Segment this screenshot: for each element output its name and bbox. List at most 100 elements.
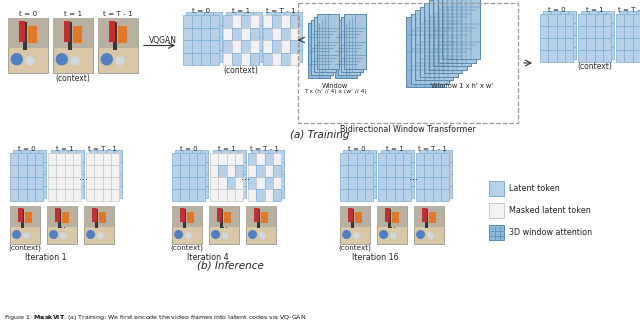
Bar (213, 12, 222, 25)
Bar (311, 20, 333, 75)
Bar (102, 153, 111, 165)
Bar (232, 28, 241, 40)
Bar (76, 162, 84, 174)
Bar (424, 153, 433, 165)
Text: t = 1: t = 1 (56, 146, 74, 152)
Bar (578, 14, 586, 26)
Bar (419, 162, 428, 174)
Bar (308, 23, 330, 78)
Text: (context): (context) (8, 245, 42, 251)
Bar (56, 189, 65, 201)
Bar (51, 174, 60, 186)
Bar (10, 189, 19, 201)
Bar (263, 40, 272, 52)
Bar (13, 150, 21, 162)
Text: T x (h' // 4) x (w' // 4): T x (h' // 4) x (w' // 4) (303, 90, 366, 94)
Bar (210, 153, 218, 165)
Bar (86, 165, 94, 177)
Circle shape (380, 231, 387, 238)
Bar (598, 11, 605, 23)
Bar (226, 25, 235, 37)
Text: t = 0: t = 0 (348, 146, 365, 152)
Bar (111, 153, 119, 165)
Circle shape (56, 54, 67, 65)
Bar (290, 52, 299, 65)
Text: (context): (context) (171, 245, 204, 251)
Bar (284, 37, 293, 50)
Bar (548, 14, 557, 26)
Bar (253, 50, 262, 62)
Bar (414, 206, 444, 244)
Bar (210, 177, 218, 189)
Bar (13, 174, 21, 186)
Bar (540, 26, 548, 38)
Bar (76, 174, 84, 186)
Bar (397, 174, 406, 186)
Circle shape (71, 57, 79, 65)
Bar (97, 174, 106, 186)
Bar (268, 150, 276, 162)
Bar (192, 28, 201, 40)
Bar (172, 153, 180, 165)
Bar (26, 165, 35, 177)
Bar (8, 18, 48, 73)
Bar (387, 189, 394, 201)
Bar (264, 153, 273, 165)
Bar (114, 186, 122, 198)
Circle shape (116, 57, 124, 65)
Text: (b) Inference: (b) Inference (196, 260, 264, 270)
Bar (47, 206, 77, 227)
Bar (244, 25, 253, 37)
Bar (47, 206, 77, 244)
Bar (29, 174, 38, 186)
Bar (111, 177, 119, 189)
Bar (65, 153, 73, 165)
Text: t = 1: t = 1 (232, 8, 250, 14)
Bar (192, 15, 201, 28)
Bar (23, 22, 27, 50)
Bar (196, 153, 205, 165)
Bar (172, 206, 202, 244)
Bar (360, 162, 368, 174)
Circle shape (13, 231, 20, 238)
Bar (235, 12, 244, 25)
Bar (424, 177, 433, 189)
Bar (275, 12, 284, 25)
Bar (118, 26, 127, 43)
Bar (273, 189, 281, 201)
Bar (403, 177, 411, 189)
Bar (241, 40, 250, 52)
Bar (218, 208, 222, 222)
Bar (184, 209, 186, 228)
Bar (605, 35, 614, 47)
Bar (26, 153, 35, 165)
Circle shape (101, 54, 112, 65)
Bar (221, 150, 230, 162)
Bar (424, 3, 462, 73)
Bar (351, 186, 360, 198)
Bar (540, 38, 548, 50)
Bar (568, 47, 576, 59)
Bar (92, 208, 97, 222)
Bar (53, 18, 93, 73)
Bar (67, 186, 76, 198)
Bar (213, 162, 221, 174)
Bar (595, 14, 603, 26)
Bar (95, 209, 99, 228)
Bar (237, 186, 246, 198)
Bar (204, 50, 213, 62)
Bar (192, 52, 201, 65)
Bar (244, 37, 253, 50)
Bar (60, 150, 67, 162)
Bar (557, 50, 564, 62)
Bar (551, 23, 559, 35)
Text: ...: ... (387, 220, 396, 230)
Bar (365, 165, 373, 177)
Text: ...: ... (57, 220, 66, 230)
Bar (557, 38, 564, 50)
Bar (429, 0, 467, 70)
Bar (213, 186, 221, 198)
Bar (19, 208, 23, 222)
Bar (433, 165, 441, 177)
Bar (213, 50, 222, 62)
